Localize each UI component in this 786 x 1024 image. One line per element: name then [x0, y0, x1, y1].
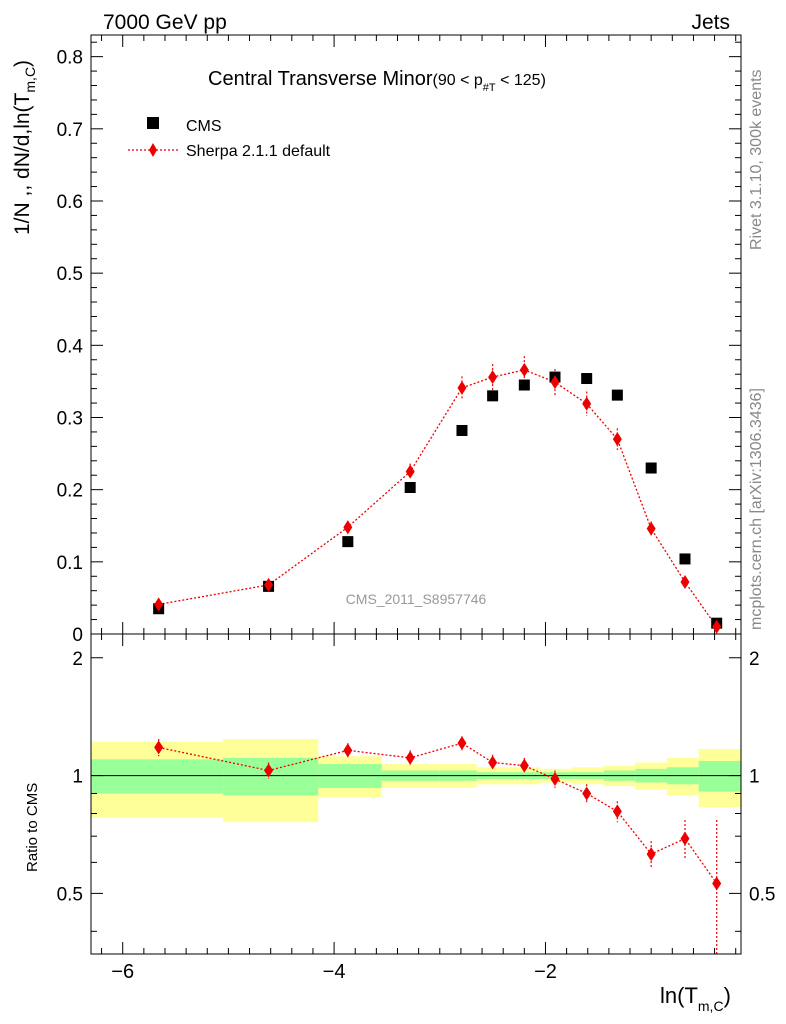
ratio-point [343, 743, 353, 758]
mcplots-label: mcplots.cern.ch [arXiv:1306.3436] [748, 388, 765, 630]
main-series [153, 356, 723, 634]
mc-point [488, 370, 498, 385]
cms-point [679, 553, 691, 565]
ratio-band-inner [698, 760, 741, 792]
y-tick-label: 0.2 [57, 481, 83, 502]
ratio-point [264, 763, 274, 778]
ratio-bands [91, 739, 741, 823]
ratio-point [488, 755, 498, 770]
ratio-ticks: 0.5 0.5 1 1 2 2 −6 −4 −2 [57, 634, 775, 983]
y-tick-label: 0.8 [57, 48, 83, 69]
cms-point [404, 481, 416, 493]
y-axis-label-ratio: Ratio to CMS [24, 783, 41, 872]
mc-point [646, 521, 656, 536]
y-tick-label: 0.4 [57, 336, 84, 357]
y-tick-label: 0.6 [57, 192, 83, 213]
mc-point [343, 520, 353, 535]
header-right: Jets [691, 11, 730, 34]
ratio-point [612, 804, 622, 819]
ratio-band-inner [223, 757, 319, 796]
x-axis-label: ln(Tm,C) [660, 983, 731, 1014]
y-tick-label: 0.7 [57, 120, 83, 141]
ratio-y-tick-label: 1 [72, 767, 83, 788]
cms-point [456, 424, 468, 436]
ratio-y-tick-label-right: 0.5 [749, 884, 775, 905]
x-tick-label: −2 [534, 961, 557, 983]
cms-point [581, 373, 593, 385]
mc-point [612, 432, 622, 447]
header-left: 7000 GeV pp [103, 11, 227, 34]
mc-point [519, 362, 529, 377]
plot-title: Central Transverse Minor(90 < p#T < 125) [208, 68, 546, 94]
mc-point [582, 396, 592, 411]
legend-data-marker [147, 117, 159, 129]
ratio-y-tick-label: 0.5 [57, 884, 83, 905]
ratio-point [154, 740, 164, 755]
mc-point [457, 380, 467, 395]
ratio-point [457, 736, 467, 751]
cms-point [487, 390, 499, 402]
legend-data-label: CMS [186, 118, 222, 135]
y-tick-label: 0.1 [57, 553, 83, 574]
ratio-point [405, 750, 415, 765]
mc-point [712, 619, 722, 634]
main-ticks: 0 0.1 0.2 0.3 0.4 0.5 0.6 0.7 0.8 [57, 35, 741, 646]
ratio-band-inner [91, 759, 224, 794]
ratio-point [712, 876, 722, 891]
y-tick-label: 0 [72, 625, 83, 646]
ratio-point [680, 831, 690, 846]
ratio-point [550, 771, 560, 786]
x-tick-label: −4 [323, 961, 346, 983]
cms-point [611, 389, 623, 401]
legend-mc-label: Sherpa 2.1.1 default [186, 143, 331, 160]
mc-line [158, 369, 718, 628]
mc-point [550, 375, 560, 390]
cms-point [518, 379, 530, 391]
ratio-y-tick-label-right: 1 [749, 767, 760, 788]
analysis-id: CMS_2011_S8957746 [346, 591, 487, 607]
mc-point [154, 597, 164, 612]
legend-mc-marker [149, 143, 157, 157]
legend: CMS Sherpa 2.1.1 default [128, 117, 331, 160]
cms-point [645, 462, 657, 474]
cms-point [342, 536, 354, 548]
ratio-frame [90, 633, 742, 955]
ratio-point [582, 786, 592, 801]
mc-point [264, 577, 274, 592]
rivet-label: Rivet 3.1.10, 300k events [748, 69, 765, 250]
ratio-point [519, 758, 529, 773]
y-tick-label: 0.5 [57, 264, 83, 285]
y-axis-label-main: 1/N ,, dN/d,ln(Tm,C) [11, 60, 38, 235]
ratio-y-tick-label-right: 2 [749, 649, 760, 670]
mc-point [405, 464, 415, 479]
ratio-point [646, 847, 656, 862]
x-tick-label: −6 [111, 961, 134, 983]
y-tick-label: 0.3 [57, 408, 83, 429]
ratio-series [154, 736, 722, 954]
ratio-y-tick-label: 2 [72, 649, 83, 670]
mc-point [680, 575, 690, 590]
